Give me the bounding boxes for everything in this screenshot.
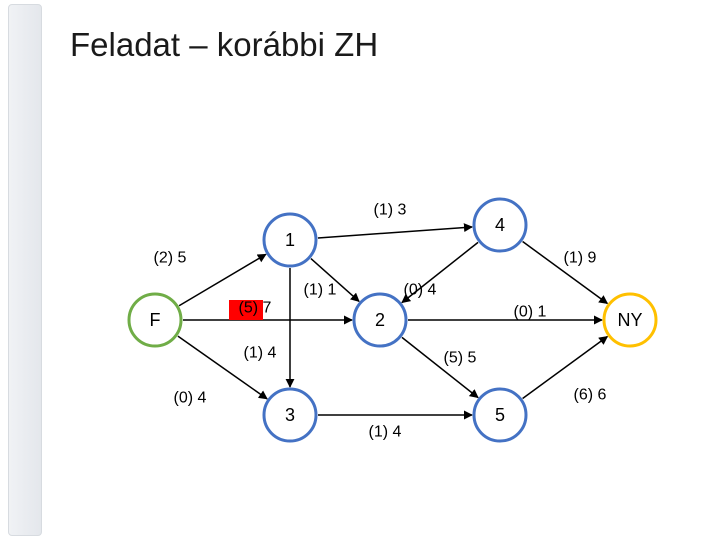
edge-label-2-5: (5) 5 — [444, 350, 477, 367]
node-label-4: 4 — [495, 215, 505, 235]
edge-label-1-2: (1) 1 — [304, 282, 337, 299]
node-label-F: F — [150, 310, 161, 330]
node-label-1: 1 — [285, 230, 295, 250]
edge-label-1-3: (1) 4 — [244, 345, 277, 362]
edge-2-5 — [402, 337, 478, 397]
edge-label-4-NY: (1) 9 — [564, 250, 597, 267]
edge-F-1 — [179, 254, 266, 305]
edge-label-F-1: (2) 5 — [154, 250, 187, 267]
node-label-NY: NY — [617, 310, 642, 330]
edge-label-4-2: (0) 4 — [404, 282, 437, 299]
node-label-2: 2 — [375, 310, 385, 330]
edge-label-F-2: (5) 7 — [239, 300, 272, 317]
edge-label-F-3: (0) 4 — [174, 390, 207, 407]
edge-label-1-4: (1) 3 — [374, 202, 407, 219]
node-label-3: 3 — [285, 405, 295, 425]
edge-label-5-NY: (6) 6 — [574, 387, 607, 404]
edge-label-3-5: (1) 4 — [369, 424, 402, 441]
edge-1-4 — [318, 227, 472, 238]
node-label-5: 5 — [495, 405, 505, 425]
edge-label-2-NY: (0) 1 — [514, 304, 547, 321]
network-graph: F 1 2 3 4 5 NY (2) 5 (1) 3 (1) 1 (5) 7 (0) 4 (1) 4 (… — [0, 0, 720, 540]
